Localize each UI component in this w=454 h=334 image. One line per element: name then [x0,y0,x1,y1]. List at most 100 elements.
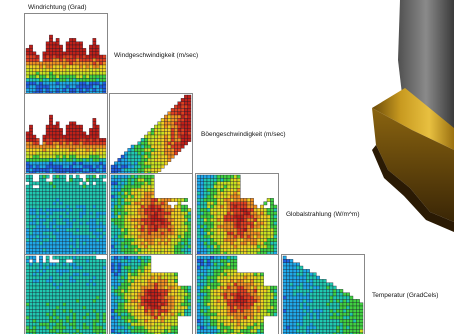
heat-cell [35,84,40,89]
heat-cell [243,299,248,303]
heat-cell [72,58,77,62]
heat-cell [266,234,271,239]
heat-cell [226,184,231,189]
heat-cell [99,322,103,327]
heat-cell [55,51,60,56]
heat-cell [319,285,324,290]
heat-cell [226,302,231,307]
heat-cell [42,305,47,310]
heat-cell [144,228,148,232]
heat-cell [154,325,158,330]
heat-cell [25,131,30,136]
heat-cell [206,302,211,307]
heat-cell [220,228,224,232]
heat-cell [120,279,125,283]
heat-cell [240,312,244,317]
heat-cell [32,312,37,317]
heat-cell [75,309,80,313]
heat-cell [196,208,201,212]
heat-cell [52,148,57,152]
heat-cell [45,68,50,72]
heat-cell [75,204,80,209]
heat-cell [167,332,172,334]
heat-cell [233,325,238,330]
heat-cell [137,141,142,146]
heat-cell [236,208,241,212]
heat-cell [213,231,218,236]
heat-cell [89,128,93,132]
heat-cell [89,255,93,260]
heat-cell [200,309,204,313]
heat-cell [120,194,125,199]
heat-cell [137,259,142,263]
heat-cell [29,198,33,202]
heat-cell [266,295,271,300]
heat-cell [42,58,47,62]
heat-cell [82,191,87,196]
heat-cell [216,244,221,249]
heat-cell [42,64,47,69]
heat-cell [220,201,224,206]
heat-cell [256,325,261,330]
heat-cell [69,309,73,313]
heat-cell [246,332,251,334]
heat-cell [85,275,90,280]
heat-cell [72,255,77,260]
heat-cell [326,299,330,303]
heat-cell [99,214,103,219]
heat-cell [216,309,221,313]
heat-cell [110,299,115,303]
heat-cell [55,214,60,219]
heat-cell [39,164,43,169]
heat-cell [127,234,132,239]
heat-cell [144,282,148,287]
heat-cell [29,221,33,226]
heat-cell [72,81,77,86]
heat-cell [352,315,357,320]
heat-cell [72,218,77,222]
heat-cell [25,241,30,246]
heat-cell [102,214,107,219]
heat-cell [160,118,165,122]
heat-cell [95,208,100,212]
heat-cell [154,158,158,162]
heat-cell [49,158,53,162]
heat-cell [35,241,40,246]
heat-cell [29,224,33,229]
heat-cell [226,292,231,297]
heat-cell [49,84,53,89]
heat-cell [55,201,60,206]
heat-cell [316,285,320,290]
heat-cell [120,329,125,333]
heat-cell [342,302,347,307]
heat-cell [49,224,53,229]
heat-cell [299,309,304,313]
heat-cell [82,322,87,327]
heat-cell [85,54,90,59]
heat-cell [99,68,103,72]
heat-cell [144,289,148,293]
heat-cell [75,218,80,222]
heat-cell [114,265,118,270]
heat-cell [102,68,107,72]
heat-cell [62,204,67,209]
heat-cell [359,302,364,307]
heat-cell [134,319,138,323]
heat-cell [309,285,314,290]
heat-cell [65,299,70,303]
heat-cell [29,71,33,76]
heat-cell [35,204,40,209]
heat-cell [120,255,125,260]
heat-cell [42,138,47,142]
heat-cell [144,312,148,317]
heat-cell [289,322,294,327]
heat-cell [170,272,175,277]
heat-cell [256,319,261,323]
heat-cell [117,275,122,280]
heat-cell [124,174,128,179]
heat-cell [177,244,182,249]
heat-cell [286,279,290,283]
heat-cell [92,194,97,199]
heat-cell [99,285,103,290]
heat-cell [92,305,97,310]
